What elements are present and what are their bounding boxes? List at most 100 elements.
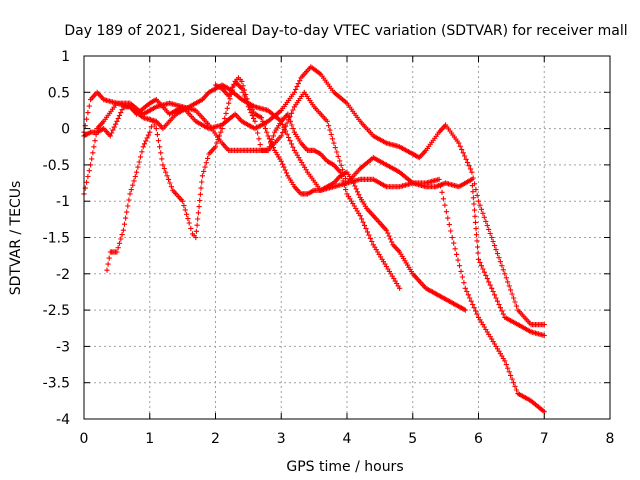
- data-point: [293, 131, 296, 133]
- y-tick-label: -0.5: [43, 158, 70, 174]
- data-point: [438, 131, 440, 133]
- data-point: [280, 135, 283, 137]
- data-point: [181, 106, 184, 108]
- data-point: [188, 106, 190, 108]
- data-point: [237, 77, 240, 79]
- data-point: [398, 251, 401, 253]
- data-point: [227, 102, 230, 104]
- data-point: [359, 214, 362, 217]
- data-point: [333, 182, 335, 184]
- data-point: [221, 84, 223, 86]
- data-point: [398, 171, 401, 173]
- data-point: [241, 120, 243, 123]
- data-point: [188, 222, 190, 224]
- data-point: [339, 171, 342, 173]
- data-point: [333, 91, 335, 94]
- data-point: [227, 95, 230, 97]
- data-point: [435, 185, 437, 188]
- data-point: [227, 149, 230, 152]
- data-point: [155, 106, 158, 108]
- data-point: [195, 109, 197, 112]
- data-point: [287, 175, 289, 177]
- data-point: [116, 120, 118, 123]
- data-point: [385, 142, 388, 144]
- data-point: [412, 153, 414, 155]
- data-point: [155, 98, 158, 101]
- data-point: [490, 236, 493, 239]
- data-point: [241, 149, 243, 152]
- data-point: [319, 153, 322, 155]
- data-point: [102, 98, 105, 101]
- data-point: [346, 182, 348, 184]
- data-point: [102, 120, 105, 123]
- data-point: [451, 302, 454, 304]
- data-point: [392, 244, 394, 246]
- data-point: [313, 106, 315, 108]
- data-point: [254, 149, 256, 152]
- data-point: [359, 167, 362, 170]
- grid-lines: [84, 56, 610, 419]
- data-point: [418, 280, 421, 282]
- data-point: [168, 102, 171, 104]
- data-point: [530, 323, 532, 326]
- y-tick-label: 0: [61, 122, 70, 138]
- data-point: [96, 127, 98, 130]
- data-point: [530, 331, 532, 333]
- data-point: [418, 156, 421, 159]
- y-tick-label: -3: [56, 339, 70, 355]
- data-point: [221, 142, 223, 144]
- data-point: [517, 309, 519, 311]
- data-point: [412, 273, 414, 275]
- data-point: [471, 171, 473, 173]
- x-tick-label: 3: [277, 431, 286, 447]
- data-point: [444, 298, 447, 301]
- data-point: [254, 106, 256, 108]
- data-point: [162, 164, 164, 166]
- data-point: [300, 193, 302, 195]
- data-point: [352, 182, 355, 184]
- data-point: [326, 185, 329, 188]
- data-point: [333, 164, 335, 166]
- data-point: [405, 262, 408, 264]
- data-point: [116, 251, 118, 253]
- x-tick-label: 0: [80, 431, 89, 447]
- data-point: [221, 124, 223, 126]
- data-point: [293, 91, 296, 94]
- data-point: [306, 171, 309, 173]
- data-point: [458, 142, 460, 144]
- data-point: [346, 193, 348, 195]
- data-point: [267, 109, 269, 112]
- data-point: [109, 135, 112, 137]
- data-point: [425, 185, 427, 188]
- data-point: [195, 236, 197, 239]
- series-track-4: [104, 78, 403, 291]
- data-point: [273, 131, 276, 133]
- data-point: [333, 185, 335, 188]
- data-point: [385, 164, 388, 166]
- data-point: [303, 91, 306, 94]
- data-point: [201, 175, 204, 177]
- data-point: [129, 102, 131, 104]
- data-point: [267, 149, 269, 152]
- data-point: [241, 87, 243, 90]
- data-point: [425, 182, 427, 184]
- data-point: [172, 189, 174, 192]
- chart-title: Day 189 of 2021, Sidereal Day-to-day VTE…: [64, 23, 627, 39]
- data-point: [464, 309, 467, 311]
- data-point: [359, 196, 362, 199]
- data-point: [287, 113, 289, 115]
- y-tick-label: -1.5: [43, 231, 70, 247]
- data-point: [280, 109, 283, 112]
- data-point: [326, 160, 329, 163]
- data-point: [385, 229, 388, 231]
- data-point: [477, 258, 480, 261]
- data-point: [365, 207, 368, 210]
- data-point: [504, 273, 506, 275]
- data-point: [227, 87, 230, 90]
- data-point: [438, 178, 440, 181]
- data-point: [425, 287, 427, 290]
- data-point: [267, 120, 269, 123]
- y-tick-label: -4: [56, 412, 70, 428]
- data-point: [359, 120, 362, 123]
- data-point: [490, 338, 493, 340]
